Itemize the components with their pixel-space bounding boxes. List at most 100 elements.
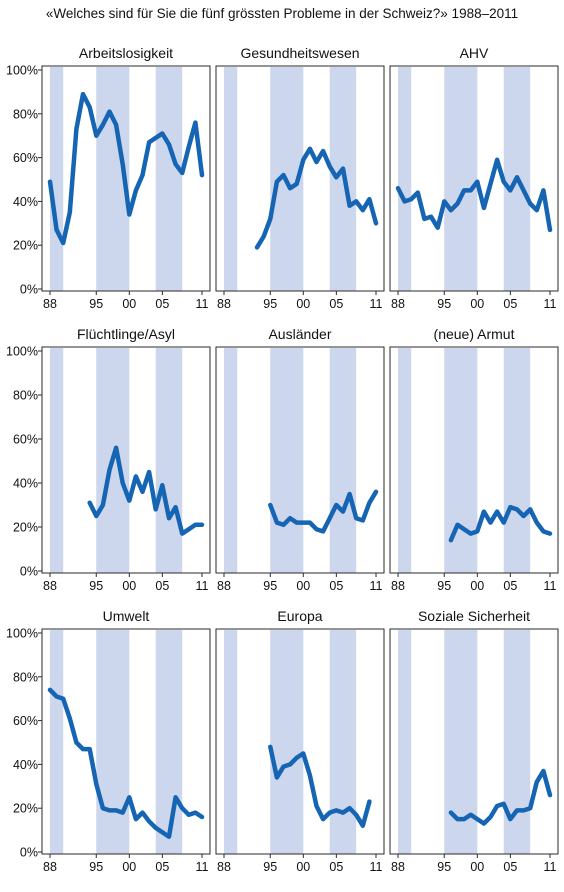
- data-point: [94, 134, 98, 138]
- series-line: [47, 687, 205, 839]
- data-point: [469, 532, 473, 536]
- data-point: [416, 191, 420, 195]
- data-point: [268, 745, 272, 749]
- data-point: [134, 817, 138, 821]
- data-point: [502, 521, 506, 525]
- data-point: [121, 481, 125, 485]
- data-point: [515, 507, 519, 511]
- data-point: [173, 162, 178, 166]
- data-point: [173, 795, 178, 799]
- x-tick-label: 00: [122, 860, 136, 874]
- y-tick-label: 100%: [6, 627, 38, 641]
- x-tick-label: 00: [122, 579, 136, 593]
- data-point: [341, 510, 345, 514]
- data-point: [107, 808, 112, 812]
- data-point: [147, 470, 151, 474]
- data-point: [281, 173, 286, 177]
- data-point: [94, 782, 98, 786]
- x-tick-label: 11: [370, 860, 383, 874]
- data-point: [341, 810, 345, 815]
- panel-frame: [41, 65, 211, 292]
- data-point: [193, 120, 197, 125]
- data-point: [275, 521, 279, 525]
- data-point: [88, 747, 92, 751]
- panel-title: Ausländer: [268, 326, 331, 342]
- data-point: [328, 810, 332, 815]
- period-band: [155, 67, 183, 291]
- data-point: [167, 142, 171, 147]
- data-point: [81, 747, 85, 751]
- data-point: [469, 188, 473, 193]
- data-point: [187, 145, 191, 149]
- x-tick-label: 05: [329, 579, 343, 593]
- data-point: [127, 212, 131, 217]
- data-point: [541, 529, 545, 534]
- data-point: [114, 123, 118, 127]
- period-band: [398, 630, 412, 854]
- panel-title: Gesundheitswesen: [240, 45, 359, 61]
- data-point: [354, 516, 358, 520]
- panel-frame: [215, 65, 385, 292]
- x-tick-label: 95: [89, 860, 103, 874]
- data-point: [482, 821, 486, 826]
- data-point: [308, 521, 312, 525]
- data-point: [321, 149, 325, 153]
- data-point: [268, 217, 272, 221]
- data-point: [455, 201, 460, 206]
- data-point: [160, 830, 164, 834]
- data-point: [180, 171, 184, 175]
- x-tick-label: 95: [89, 297, 103, 311]
- data-point: [429, 215, 433, 219]
- y-tick-label: 100%: [6, 345, 38, 359]
- x-tick-label: 88: [43, 297, 57, 311]
- data-point: [548, 793, 552, 797]
- data-point: [200, 815, 204, 819]
- chart-panel: (neue) Armut 88 95 00 05 11: [389, 326, 559, 593]
- data-point: [328, 516, 332, 520]
- data-point: [508, 505, 512, 509]
- data-point: [374, 221, 378, 225]
- data-point: [515, 808, 519, 812]
- panel-frame: [215, 628, 385, 855]
- data-point: [347, 492, 352, 496]
- chart-panel: Umwelt 0% 20% 40% 60% 80% 100% 88 95 00 05 11: [6, 608, 211, 874]
- data-point: [488, 182, 493, 186]
- data-point: [482, 510, 486, 514]
- data-point: [521, 514, 526, 518]
- data-point: [548, 532, 552, 536]
- period-band: [224, 348, 238, 573]
- x-tick-label: 00: [470, 860, 484, 874]
- data-point: [321, 529, 325, 534]
- series-line: [395, 157, 553, 233]
- panel-title: AHV: [460, 45, 489, 61]
- data-point: [422, 217, 427, 221]
- chart-panel: AHV 88 95 00 05 11: [389, 45, 559, 311]
- data-point: [521, 808, 526, 812]
- data-point: [167, 835, 171, 839]
- period-band: [329, 348, 357, 573]
- data-point: [48, 180, 52, 184]
- data-point: [200, 523, 204, 527]
- data-point: [495, 804, 499, 808]
- period-band: [50, 630, 64, 854]
- data-point: [68, 210, 72, 214]
- data-point: [193, 523, 197, 527]
- data-point: [275, 180, 279, 184]
- data-point: [314, 804, 319, 808]
- x-tick-label: 88: [391, 860, 405, 874]
- data-point: [403, 199, 407, 203]
- data-point: [88, 105, 92, 109]
- data-point: [127, 795, 131, 799]
- data-point: [74, 127, 79, 131]
- x-tick-label: 11: [544, 579, 557, 593]
- x-tick-label: 88: [43, 579, 57, 593]
- data-point: [121, 810, 125, 815]
- x-tick-label: 05: [155, 297, 169, 311]
- x-tick-label: 05: [503, 860, 517, 874]
- data-point: [121, 162, 125, 166]
- data-point: [167, 516, 171, 520]
- panel-title: (neue) Armut: [434, 326, 515, 342]
- x-tick-label: 11: [196, 579, 209, 593]
- data-point: [442, 199, 446, 203]
- period-band: [224, 630, 238, 854]
